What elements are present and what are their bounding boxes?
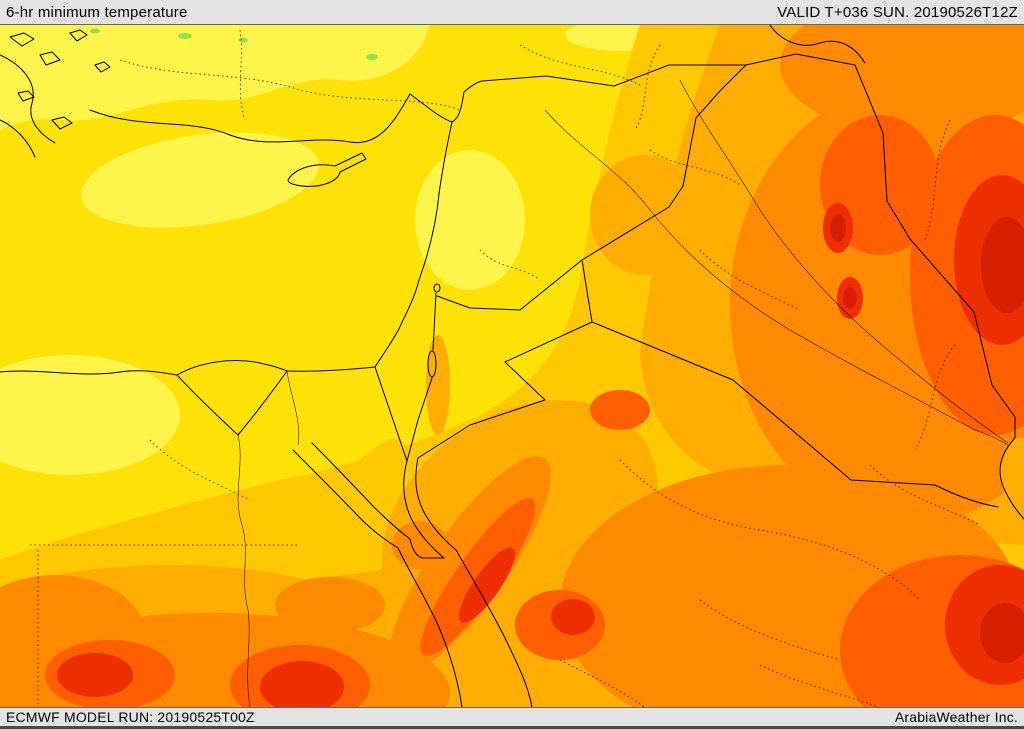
hotter-patch-sinai [392,521,448,569]
gulf-of-suez-warm-strip [298,437,402,553]
egypt-coast [0,360,376,376]
bright-yellow-patch [0,355,180,475]
green-cool-speck [238,37,248,43]
euphrates-river [544,109,1009,446]
jordan-river-border [432,292,437,351]
sinai-south-tip [409,538,445,559]
max-heat-core [981,217,1024,313]
dead-sea [427,350,437,378]
levant-coast [374,121,453,368]
temperature-field [0,25,1024,707]
jordan-valley-warm-strip [426,335,450,435]
nile-river [237,434,251,707]
gulf-of-aqaba-west [403,460,445,559]
map-title: 6-hr minimum temperature [6,3,188,21]
red-sea-east-coast [455,549,533,707]
red-sea-west-coast [397,547,463,707]
rivers [237,79,1009,707]
bright-yellow-patch [415,150,525,290]
bright-yellow-patch [81,132,319,228]
coastlines [0,29,1024,707]
hotter-patch [275,577,385,633]
iraq-saudi-border [591,321,936,486]
persian-gulf-water [1000,438,1024,519]
country-borders [374,25,1016,508]
hot-patch [590,155,700,275]
temperature-map [0,25,1024,707]
suez-canal [286,370,300,446]
extreme-spot [57,653,133,697]
nile-delta-west [176,374,239,436]
tigris-river [679,79,1009,444]
green-cool-speck [90,28,100,34]
gulf-of-aqaba-east [415,457,457,551]
gulf-of-suez-west [292,449,399,549]
green-cool-speck [366,54,378,60]
turkey-east-border [769,25,866,64]
aegean-coast [0,54,56,144]
admin-boundaries-dotted [30,29,981,707]
syria-jordan-border [436,259,583,311]
nile-delta-east [237,370,288,436]
temperature-map-svg [0,25,1024,707]
persian-gulf-coast [999,437,1024,520]
bright-yellow-patch [290,28,410,72]
extreme-strip-red-sea [459,547,515,623]
extreme-spot [260,661,344,707]
turkey-syria-border [463,64,747,93]
turkey-iraq-border [745,53,856,66]
max-heat-core [843,287,857,309]
turkey-south-coast [89,93,411,144]
map-footer-bar: ECMWF MODEL RUN: 20190525T00Z ArabiaWeat… [0,707,1024,729]
valid-time-label: VALID T+036 SUN. 20190526T12Z [777,3,1018,21]
arava-border [406,377,433,462]
max-heat-core [980,603,1024,663]
jordan-saudi-border [417,321,593,459]
cyprus-outline [287,152,367,187]
gulf-of-suez-east [311,442,411,540]
model-run-label: ECMWF MODEL RUN: 20190525T00Z [6,709,255,725]
israel-egypt-border [374,366,408,462]
green-cool-speck [178,33,192,39]
kuwait-saudi-border [934,484,999,508]
extreme-spot [551,599,595,635]
max-heat-core [830,214,846,242]
jordan-iraq-border [581,259,593,323]
attribution-label: ArabiaWeather Inc. [894,709,1018,725]
very-hot-patch [590,390,650,430]
map-header-bar: 6-hr minimum temperature VALID T+036 SUN… [0,0,1024,25]
iraq-iran-border [854,64,1016,439]
hotter-patch [780,25,1024,135]
aegean-islands [9,29,111,130]
sea-of-galilee [433,283,441,293]
syria-iraq-border [581,64,747,261]
aegean-coast [0,119,36,158]
